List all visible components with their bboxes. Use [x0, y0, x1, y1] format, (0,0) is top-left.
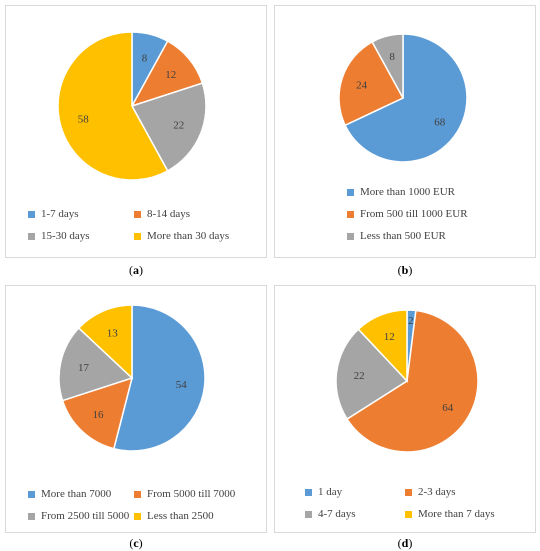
legend-item-1-7-days: 1-7 days	[28, 208, 79, 220]
legend-swatch	[347, 188, 354, 196]
legend-item-4-7-days: 4-7 days	[305, 508, 356, 520]
legend-label: From 2500 till 5000	[41, 510, 130, 522]
legend-swatch	[28, 232, 35, 240]
legend-swatch	[134, 232, 141, 240]
caption-b: (b)	[397, 263, 413, 277]
legend-swatch	[347, 232, 354, 240]
data-label-more-than-7-days: 12	[384, 331, 395, 343]
legend-label: 1 day	[318, 486, 343, 498]
legend-item-15-30-days: 15-30 days	[28, 230, 90, 242]
pie-slice-4-7-days	[335, 328, 409, 421]
chart-panel-c: 54 16 17 13 More than 7000 From 5000 till 70…	[5, 285, 267, 533]
legend-item-more-than-1000-eur: More than 1000 EUR	[347, 186, 455, 198]
legend-label: 4-7 days	[318, 508, 356, 520]
legend-swatch	[405, 510, 412, 518]
legend-item-less-than-500-eur: Less than 500 EUR	[347, 230, 446, 242]
data-label-less-than-500-eur: 8	[389, 51, 395, 63]
pie-chart-b: 68 24 8	[338, 33, 468, 163]
pie-slice-15-30-days	[130, 82, 207, 172]
legend-swatch	[28, 512, 35, 520]
pie-slice-2-3-days	[346, 309, 479, 453]
legend-label: 15-30 days	[41, 230, 90, 242]
legend-item-from-2500-till-5000: From 2500 till 5000	[28, 510, 129, 522]
pie-slice-more-than-7000	[112, 304, 206, 452]
legend-label: More than 7000	[41, 488, 112, 500]
caption-c: (c)	[129, 536, 143, 550]
chart-panel-a: 8 12 22 58 1-7 days 8-14 days 15-30 days More …	[5, 5, 267, 258]
legend-label: From 500 till 1000 EUR	[360, 208, 468, 220]
pie-chart-a: 8 12 22 58	[57, 31, 207, 181]
legend-label: More than 1000 EUR	[360, 186, 456, 198]
caption-a: (a)	[129, 263, 143, 277]
legend-label: From 5000 till 7000	[147, 488, 236, 500]
caption-a-letter: a	[133, 263, 139, 277]
data-label-2-3-days: 64	[442, 402, 454, 414]
data-label-8-14-days: 12	[165, 69, 176, 81]
legend-swatch	[28, 490, 35, 498]
data-label-from-500-till-1000-eur: 24	[356, 80, 368, 92]
legend-swatch	[347, 210, 354, 218]
legend-swatch	[28, 210, 35, 218]
legend-item-from-5000-till-7000: From 5000 till 7000	[134, 488, 235, 500]
data-label-more-than-7000: 54	[176, 379, 188, 391]
legend-item-more-than-7-days: More than 7 days	[405, 508, 495, 520]
pie-slice-less-than-500-eur	[371, 33, 404, 99]
data-label-less-than-2500: 13	[107, 327, 119, 339]
legend-label: 1-7 days	[41, 208, 79, 220]
data-label-from-2500-till-5000: 17	[78, 362, 90, 374]
legend-label: Less than 500 EUR	[360, 230, 446, 242]
legend-swatch	[134, 210, 141, 218]
pie-slice-from-500-till-1000-eur	[338, 40, 405, 127]
legend-swatch	[405, 488, 412, 496]
legend-item-more-than-30-days: More than 30 days	[134, 230, 229, 242]
legend-swatch	[134, 490, 141, 498]
pie-chart-c: 54 16 17 13	[58, 304, 206, 452]
legend-label: 8-14 days	[147, 208, 191, 220]
legend-item-less-than-2500: Less than 2500	[134, 510, 214, 522]
pie-slice-less-than-2500	[77, 304, 133, 380]
caption-b-letter: b	[401, 263, 409, 277]
legend-item-2-3-days: 2-3 days	[405, 486, 456, 498]
legend-item-from-500-till-1000-eur: From 500 till 1000 EUR	[347, 208, 468, 220]
caption-d: (d)	[397, 536, 413, 550]
pie-slice-more-than-7-days	[357, 309, 408, 383]
legend-label: 2-3 days	[418, 486, 456, 498]
data-label-from-5000-till-7000: 16	[93, 409, 105, 421]
legend-item-more-than-7000: More than 7000	[28, 488, 111, 500]
pie-slice-more-than-1000-eur	[344, 33, 468, 163]
legend-item-8-14-days: 8-14 days	[134, 208, 190, 220]
legend-label: More than 30 days	[147, 230, 230, 242]
legend-swatch	[305, 510, 312, 518]
pie-slice-more-than-30-days	[57, 31, 169, 181]
pie-chart-d: 2 64 22 12	[335, 309, 479, 453]
data-label-more-than-1000-eur: 68	[434, 116, 446, 128]
caption-d-letter: d	[401, 536, 409, 550]
data-label-4-7-days: 22	[354, 370, 365, 382]
chart-panel-d: 2 64 22 12 1 day 2-3 days 4-7 days More than 7…	[274, 285, 536, 533]
data-label-more-than-30-days: 58	[78, 114, 90, 126]
chart-panel-b: 68 24 8 More than 1000 EUR From 500 till 10…	[274, 5, 536, 258]
data-label-1-day: 2	[408, 315, 414, 327]
legend-item-1-day: 1 day	[305, 486, 342, 498]
legend-label: More than 7 days	[418, 508, 495, 520]
data-label-1-7-days: 8	[142, 52, 148, 64]
legend-label: Less than 2500	[147, 510, 214, 522]
legend-swatch	[134, 512, 141, 520]
legend-swatch	[305, 488, 312, 496]
data-label-15-30-days: 22	[173, 120, 184, 132]
caption-c-letter: c	[133, 536, 139, 550]
pie-slice-from-2500-till-5000	[58, 326, 134, 402]
